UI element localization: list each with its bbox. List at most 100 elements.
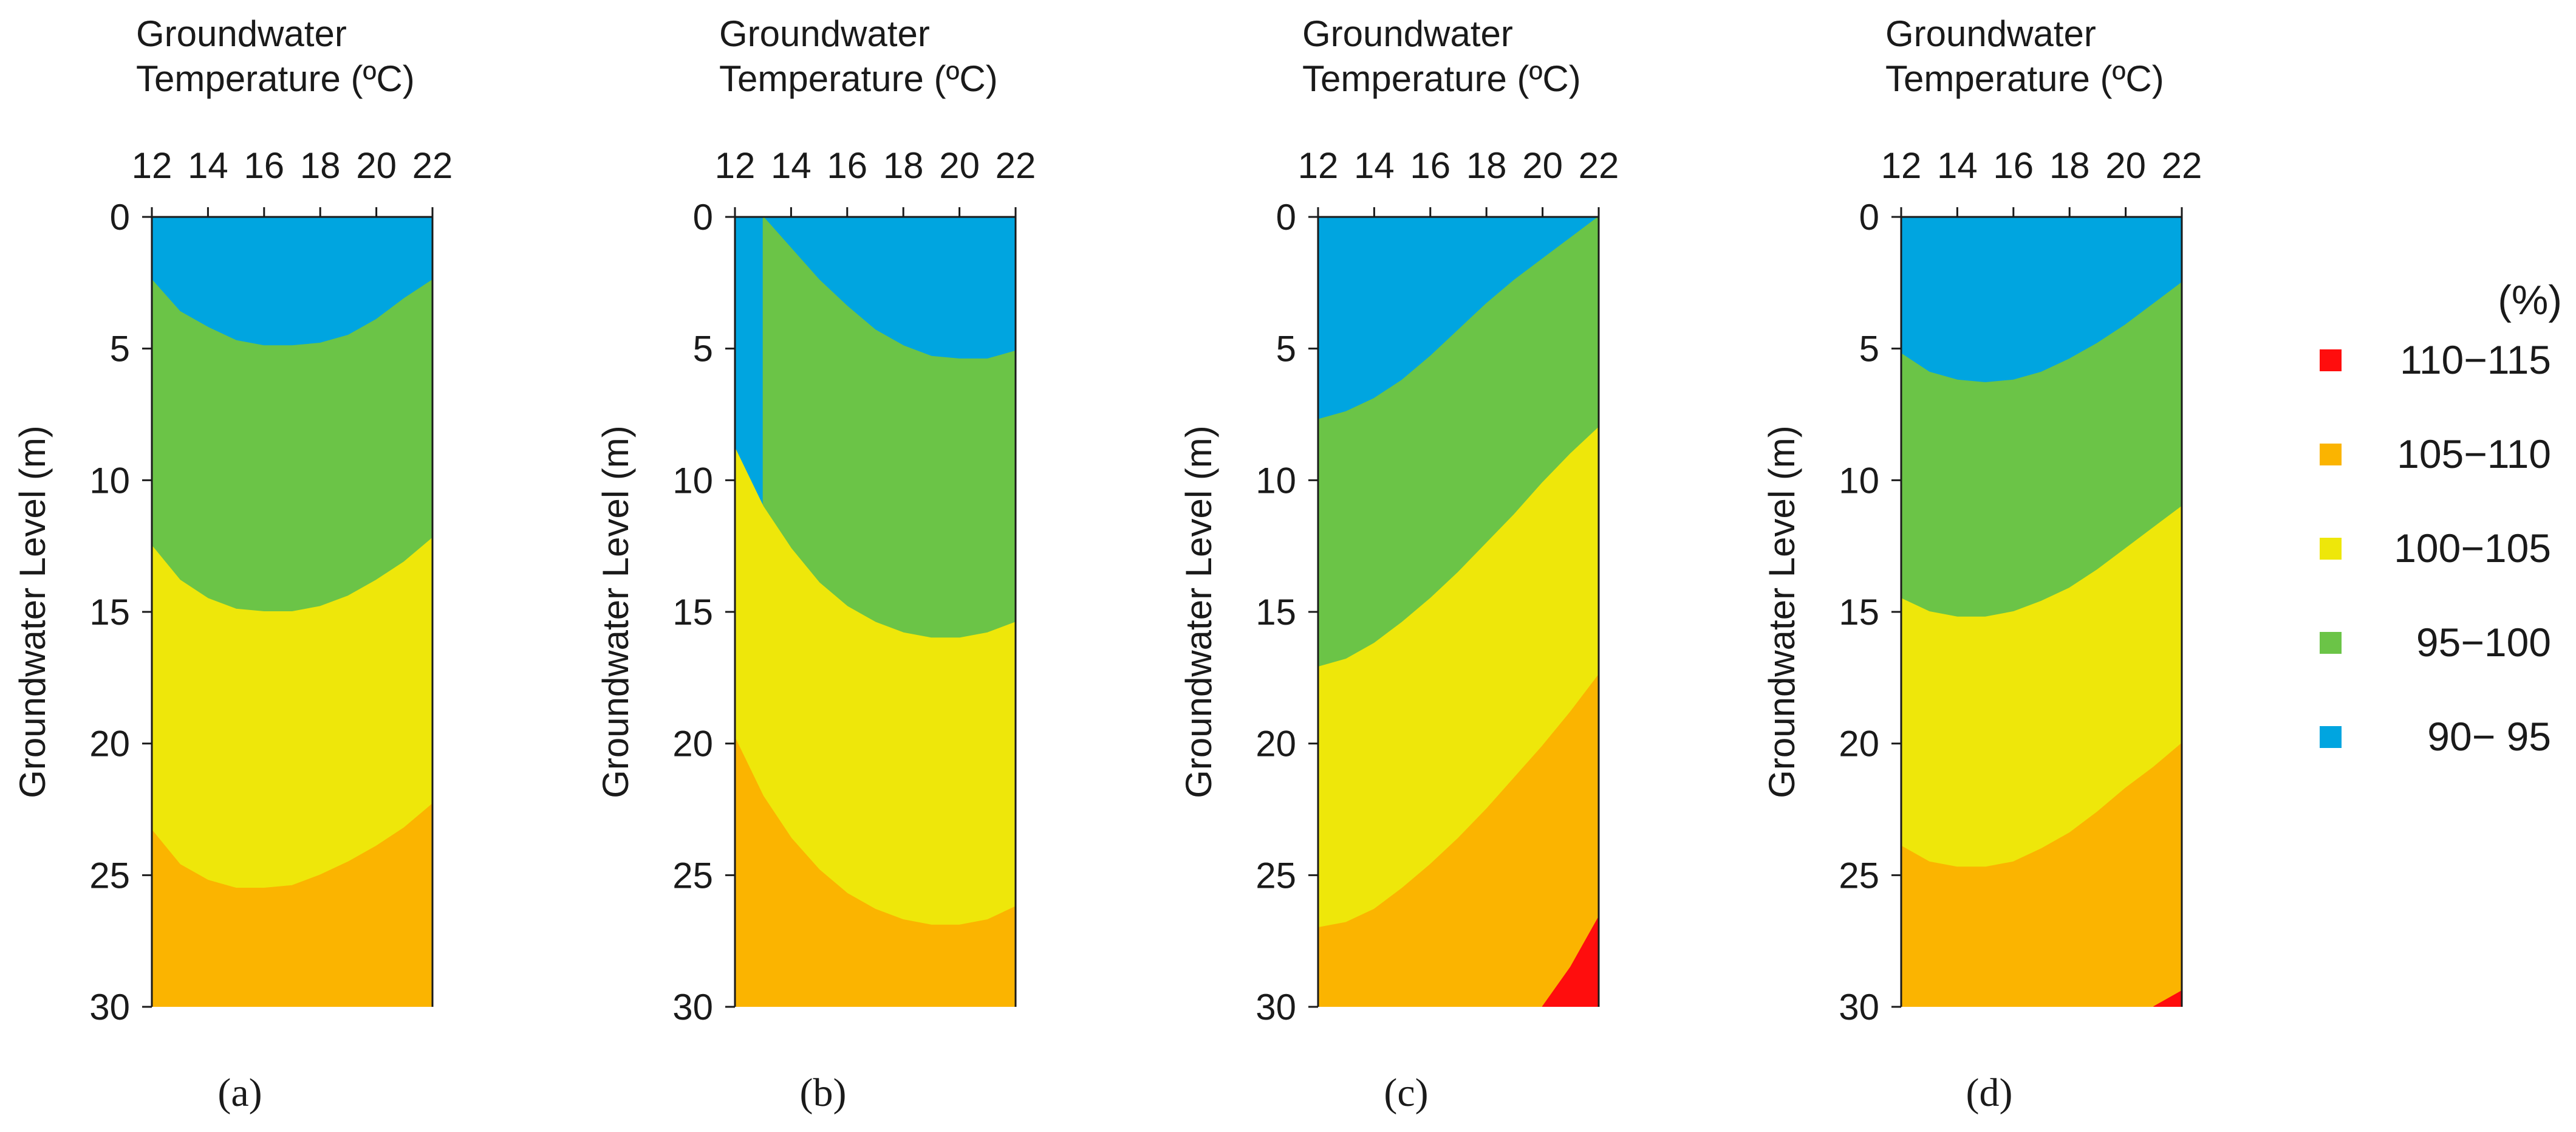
legend-swatch (2320, 538, 2342, 560)
y-tick-label: 10 (89, 460, 130, 501)
legend-swatch (2320, 726, 2342, 748)
x-axis-title-line-1: Groundwater (136, 13, 347, 54)
panel-d: 12 14 16 18 20 22 0 5 10 15 20 25 30 GroundwaterTempe… (1761, 13, 2202, 1115)
y-axis-title: Groundwater Level (m) (1178, 425, 1219, 798)
x-tick-label: 22 (996, 145, 1036, 186)
contour-line (2153, 990, 2182, 1007)
y-tick-label: 20 (672, 724, 713, 764)
x-axis-title-line-2: Temperature (ºC) (719, 58, 998, 99)
contour-line (1901, 506, 2182, 618)
y-tick-label: 20 (1839, 724, 1879, 764)
x-tick-label: 20 (1522, 145, 1563, 186)
panel-label: (d) (1966, 1071, 2013, 1115)
x-tick-label: 18 (883, 145, 924, 186)
x-axis-title-line-2: Temperature (ºC) (136, 58, 415, 99)
y-tick-label: 20 (1256, 724, 1296, 764)
y-tick-label: 0 (1859, 197, 1879, 238)
contour-line (1901, 282, 2182, 384)
x-tick-label: 14 (188, 145, 228, 186)
panel-label: (b) (800, 1071, 847, 1115)
x-axis-title-line-1: Groundwater (719, 13, 930, 54)
y-tick-label: 30 (672, 987, 713, 1027)
contour-line (1318, 217, 1599, 420)
x-tick-label: 18 (300, 145, 341, 186)
y-tick-label: 25 (672, 855, 713, 896)
legend-label: 110−115 (2400, 337, 2551, 382)
y-tick-label: 25 (1839, 855, 1879, 896)
y-tick-label: 25 (1256, 855, 1296, 896)
x-tick-label: 14 (1937, 145, 1978, 186)
y-tick-label: 10 (1839, 460, 1879, 501)
x-tick-label: 16 (244, 145, 284, 186)
y-tick-label: 15 (89, 592, 130, 633)
legend-swatch (2320, 349, 2342, 371)
contour-line (1901, 743, 2182, 868)
y-tick-label: 15 (1256, 592, 1296, 633)
contour-bands (1901, 217, 2182, 1007)
x-tick-label: 22 (2162, 145, 2202, 186)
legend-label: 95−100 (2416, 620, 2551, 665)
contour-line (735, 738, 1016, 926)
panel-a: 12 14 16 18 20 22 0 5 10 15 20 25 30 GroundwaterTempe… (12, 13, 453, 1115)
x-axis-title-line-1: Groundwater (1302, 13, 1513, 54)
y-tick-label: 5 (110, 329, 130, 369)
y-tick-label: 15 (672, 592, 713, 633)
y-tick-label: 5 (693, 329, 713, 369)
contour-line (152, 280, 432, 347)
y-tick-label: 0 (693, 197, 713, 238)
y-axis-title: Groundwater Level (m) (12, 425, 53, 798)
contour-line (152, 803, 432, 889)
contour-bands (735, 217, 1016, 1007)
x-tick-label: 22 (1579, 145, 1619, 186)
x-tick-label: 12 (132, 145, 173, 186)
legend-label: 90− 95 (2427, 714, 2551, 759)
legend: (%) 110−115 105−110 100−105 95−100 90− 95 (2320, 277, 2562, 759)
x-axis-title-line-1: Groundwater (1885, 13, 2096, 54)
y-tick-label: 0 (1276, 197, 1296, 238)
y-tick-label: 5 (1276, 329, 1296, 369)
x-tick-label: 12 (1298, 145, 1339, 186)
y-tick-label: 15 (1839, 592, 1879, 633)
contour-bands (1318, 217, 1599, 1007)
legend-label: 105−110 (2397, 431, 2551, 476)
y-tick-label: 5 (1859, 329, 1879, 369)
x-tick-label: 20 (2105, 145, 2146, 186)
legend-label: 100−105 (2394, 526, 2551, 571)
panel-c: 12 14 16 18 20 22 0 5 10 15 20 25 30 GroundwaterTempe… (1178, 13, 1619, 1115)
x-axis-title-line-2: Temperature (ºC) (1885, 58, 2164, 99)
legend-swatch (2320, 632, 2342, 654)
y-axis-title: Groundwater Level (m) (595, 425, 636, 798)
x-tick-label: 16 (1410, 145, 1450, 186)
y-tick-label: 30 (1839, 987, 1879, 1027)
y-tick-label: 10 (672, 460, 713, 501)
contour-line (1318, 427, 1599, 668)
x-tick-label: 18 (2049, 145, 2090, 186)
y-axis-title: Groundwater Level (m) (1761, 425, 1802, 798)
contour-line (152, 537, 432, 612)
x-tick-label: 12 (715, 145, 756, 186)
legend-unit: (%) (2498, 277, 2562, 323)
x-tick-label: 20 (939, 145, 980, 186)
contour-bands (152, 217, 432, 1007)
contour-line (1542, 917, 1599, 1007)
y-tick-label: 10 (1256, 460, 1296, 501)
panel-b: 12 14 16 18 20 22 0 5 10 15 20 25 30 GroundwaterTempe… (595, 13, 1036, 1115)
x-tick-label: 22 (412, 145, 453, 186)
x-axis-title-line-2: Temperature (ºC) (1302, 58, 1581, 99)
y-tick-label: 25 (89, 855, 130, 896)
x-tick-label: 14 (771, 145, 811, 186)
x-tick-label: 16 (1993, 145, 2034, 186)
x-tick-label: 20 (356, 145, 397, 186)
x-tick-label: 12 (1881, 145, 1922, 186)
x-tick-label: 16 (827, 145, 867, 186)
contour-line (762, 217, 1016, 360)
y-tick-label: 30 (1256, 987, 1296, 1027)
legend-swatch (2320, 444, 2342, 465)
y-tick-label: 0 (110, 197, 130, 238)
y-tick-label: 30 (89, 987, 130, 1027)
y-tick-label: 20 (89, 724, 130, 764)
contour-line (735, 448, 1016, 639)
x-tick-label: 18 (1466, 145, 1507, 186)
x-tick-label: 14 (1354, 145, 1395, 186)
